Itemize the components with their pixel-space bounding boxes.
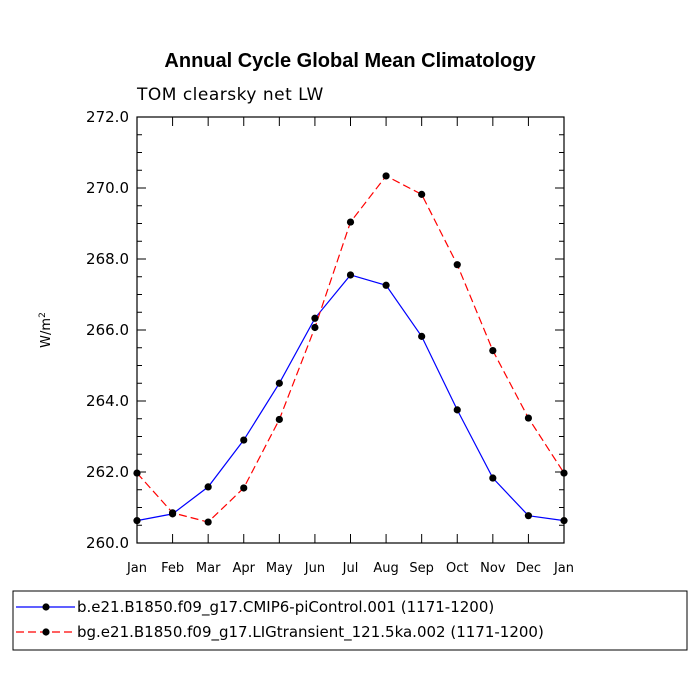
svg-text:W/m2: W/m2	[38, 312, 54, 348]
y-tick-label: 260.0	[86, 534, 129, 552]
series-2-point	[133, 469, 141, 477]
y-tick-label: 264.0	[86, 392, 129, 410]
series-2-point	[418, 190, 426, 198]
x-tick-label: Oct	[446, 561, 468, 576]
x-tick-label: Dec	[516, 561, 541, 576]
y-tick-label: 266.0	[86, 321, 129, 339]
series-1-point	[418, 332, 426, 340]
plot-area-frame	[136, 116, 565, 544]
x-tick-label: Jul	[342, 561, 359, 576]
series-line-1	[136, 274, 565, 522]
y-tick-label: 262.0	[86, 463, 129, 481]
series-2-point	[489, 346, 497, 355]
series-2-point	[168, 509, 177, 517]
x-tick-label: Nov	[480, 561, 506, 576]
legend-marker-1	[42, 603, 50, 611]
series-1-point	[204, 483, 212, 491]
series-2-point	[311, 323, 319, 332]
series-1-point	[311, 314, 319, 322]
y-axis-label: W/m2	[38, 312, 54, 348]
x-tick-label: Feb	[161, 561, 184, 576]
series-2-point	[560, 469, 568, 477]
y-tick-label: 268.0	[86, 250, 129, 268]
series-1-point	[524, 512, 533, 520]
legend-box	[12, 590, 688, 651]
series-2-point	[382, 172, 390, 180]
series-2-point	[240, 484, 248, 492]
legend-marker-2	[42, 628, 50, 636]
series-1-point	[133, 517, 141, 525]
series-1-point	[560, 517, 568, 525]
series-1-point	[382, 281, 390, 289]
series-2-point	[524, 414, 533, 422]
x-tick-label: Apr	[233, 561, 256, 576]
series-1-point	[240, 436, 248, 444]
series-1-point	[489, 474, 497, 482]
legend-label-1: b.e21.B1850.f09_g17.CMIP6-piControl.001 …	[77, 598, 494, 617]
series-1-point	[346, 271, 355, 279]
x-tick-label: Aug	[373, 561, 398, 576]
x-tick-label: Jun	[304, 561, 325, 576]
series-2-point	[346, 218, 355, 226]
series-1-point	[453, 406, 461, 414]
legend-label-2: bg.e21.B1850.f09_g17.LIGtransient_121.5k…	[77, 623, 544, 642]
x-tick-label: Jan	[126, 561, 147, 576]
x-tick-label: Jan	[553, 561, 574, 576]
y-tick-label: 270.0	[86, 179, 129, 197]
y-tick-label: 272.0	[86, 108, 129, 126]
series-2-point	[453, 261, 461, 269]
series-1-point	[275, 379, 283, 387]
chart-title: Annual Cycle Global Mean Climatology	[164, 50, 536, 72]
series-2-point	[204, 518, 212, 526]
series-line-2	[136, 175, 565, 523]
chart-subtitle: TOM clearsky net LW	[136, 85, 324, 105]
x-tick-label: Sep	[409, 561, 434, 576]
series-2-point	[275, 415, 283, 424]
x-tick-label: Mar	[196, 561, 221, 576]
x-tick-label: May	[266, 561, 293, 576]
